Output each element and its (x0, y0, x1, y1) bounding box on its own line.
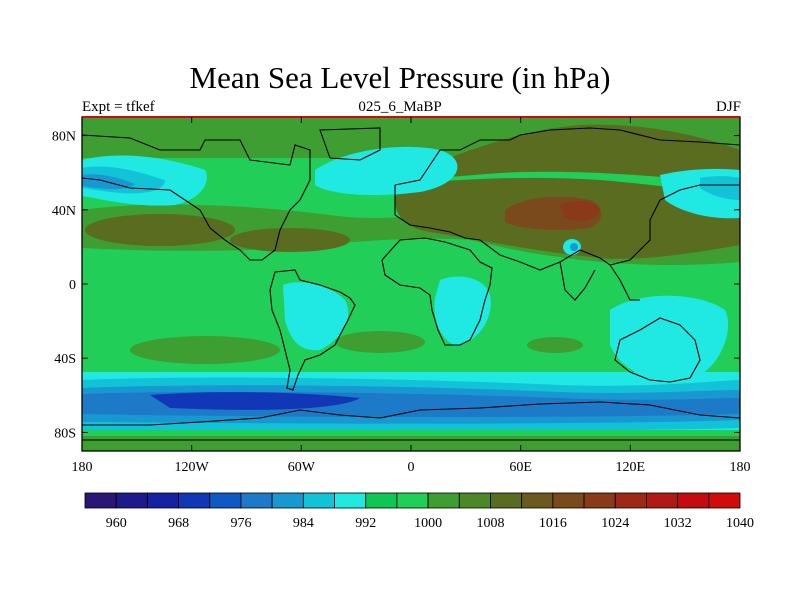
colorbar-swatch (302, 492, 335, 509)
colorbar-label: 1040 (726, 516, 754, 531)
lon-tick-label: 120W (175, 460, 210, 475)
colorbar-label: 976 (230, 516, 251, 531)
lon-tick-label: 120E (616, 460, 646, 475)
colorbar-swatch (365, 492, 398, 509)
colorbar-swatch (458, 492, 491, 509)
colorbar-swatch (677, 492, 710, 509)
lon-tick-label: 60W (288, 460, 316, 475)
lat-tick-label: 40S (54, 352, 76, 367)
latitude-axis: 80N 40N 0 40S 80S (52, 130, 740, 441)
colorbar-swatch (209, 492, 242, 509)
lon-tick-label: 0 (408, 460, 415, 475)
colorbar-swatch (490, 492, 523, 509)
colorbar-swatch (115, 492, 148, 509)
period-label: 025_6_MaBP (358, 99, 442, 115)
colorbar-swatch (84, 492, 117, 509)
colorbar-swatch (271, 492, 304, 509)
colorbar-swatch (427, 492, 460, 509)
lon-tick-label: 60E (509, 460, 532, 475)
lat-tick-label: 0 (69, 278, 76, 293)
colorbar-label: 984 (293, 516, 314, 531)
colorbar-swatch (614, 492, 647, 509)
colorbar-label: 1016 (539, 516, 567, 531)
colorbar-swatch (240, 492, 273, 509)
colorbar-label: 992 (355, 516, 376, 531)
coastlines (82, 127, 740, 441)
experiment-label: Expt = tfkef (82, 99, 155, 115)
colorbar-swatch (178, 492, 211, 509)
colorbar-swatch (334, 492, 367, 509)
lat-tick-label: 80N (52, 130, 76, 145)
colorbar: 960 968 976 984 992 1000 1008 1016 1024 1032 1040 (84, 492, 754, 531)
lat-tick-label: 80S (54, 426, 76, 441)
lat-tick-label: 40N (52, 204, 76, 219)
colorbar-label: 1000 (414, 516, 442, 531)
colorbar-label: 1032 (664, 516, 692, 531)
colorbar-label: 1024 (601, 516, 629, 531)
lon-tick-label: 180 (730, 460, 751, 475)
colorbar-swatch (146, 492, 179, 509)
pressure-field (82, 117, 740, 451)
season-label: DJF (715, 99, 741, 115)
colorbar-label: 1008 (476, 516, 504, 531)
plot-title: Mean Sea Level Pressure (in hPa) (189, 60, 611, 95)
colorbar-swatch (583, 492, 616, 509)
colorbar-swatch (396, 492, 429, 509)
colorbar-label: 968 (168, 516, 189, 531)
longitude-axis: 180 120W 60W 0 60E 120E 180 (72, 117, 751, 475)
colorbar-swatch (646, 492, 679, 509)
colorbar-label: 960 (106, 516, 127, 531)
colorbar-swatch (552, 492, 585, 509)
colorbar-swatch (521, 492, 554, 509)
lon-tick-label: 180 (72, 460, 93, 475)
colorbar-swatch (708, 492, 741, 509)
